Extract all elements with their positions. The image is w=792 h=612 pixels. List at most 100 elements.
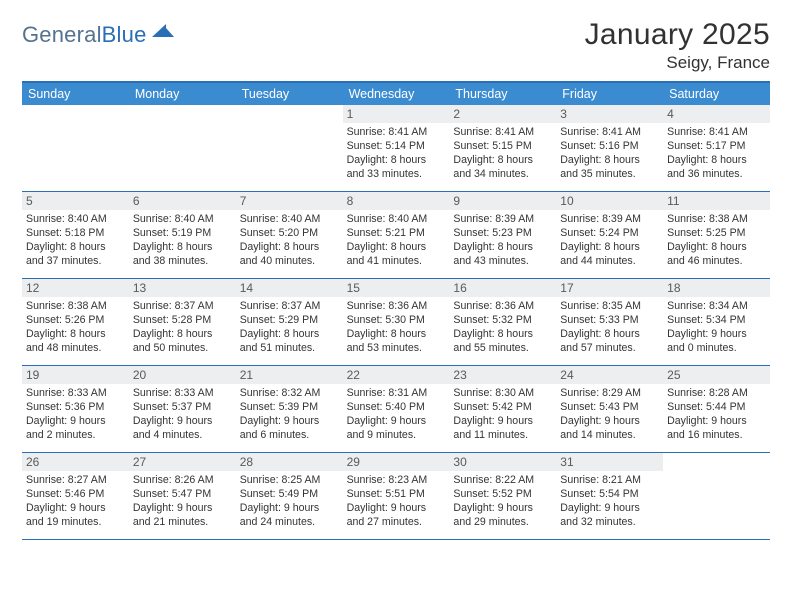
calendar-cell bbox=[663, 453, 770, 539]
daylight-text: Daylight: 9 hours and 14 minutes. bbox=[560, 415, 659, 443]
calendar-cell: 5Sunrise: 8:40 AMSunset: 5:18 PMDaylight… bbox=[22, 192, 129, 278]
location-label: Seigy, France bbox=[585, 53, 770, 73]
sunrise-text: Sunrise: 8:28 AM bbox=[667, 387, 766, 401]
calendar-grid: Sunday Monday Tuesday Wednesday Thursday… bbox=[22, 81, 770, 540]
daylight-text: Daylight: 9 hours and 16 minutes. bbox=[667, 415, 766, 443]
day-number: 24 bbox=[556, 366, 663, 384]
sunset-text: Sunset: 5:18 PM bbox=[26, 227, 125, 241]
sunrise-text: Sunrise: 8:22 AM bbox=[453, 474, 552, 488]
calendar-cell: 18Sunrise: 8:34 AMSunset: 5:34 PMDayligh… bbox=[663, 279, 770, 365]
calendar-cell: 7Sunrise: 8:40 AMSunset: 5:20 PMDaylight… bbox=[236, 192, 343, 278]
day-number: 23 bbox=[449, 366, 556, 384]
day-number: 3 bbox=[556, 105, 663, 123]
sunset-text: Sunset: 5:39 PM bbox=[240, 401, 339, 415]
day-number: 21 bbox=[236, 366, 343, 384]
sunrise-text: Sunrise: 8:33 AM bbox=[26, 387, 125, 401]
day-number: 9 bbox=[449, 192, 556, 210]
daylight-text: Daylight: 9 hours and 19 minutes. bbox=[26, 502, 125, 530]
sunset-text: Sunset: 5:21 PM bbox=[347, 227, 446, 241]
daylight-text: Daylight: 9 hours and 0 minutes. bbox=[667, 328, 766, 356]
day-number: 6 bbox=[129, 192, 236, 210]
day-number bbox=[236, 105, 343, 123]
sunrise-text: Sunrise: 8:29 AM bbox=[560, 387, 659, 401]
calendar-cell bbox=[236, 105, 343, 191]
daylight-text: Daylight: 9 hours and 2 minutes. bbox=[26, 415, 125, 443]
calendar-cell: 19Sunrise: 8:33 AMSunset: 5:36 PMDayligh… bbox=[22, 366, 129, 452]
sunset-text: Sunset: 5:14 PM bbox=[347, 140, 446, 154]
daylight-text: Daylight: 8 hours and 53 minutes. bbox=[347, 328, 446, 356]
day-number: 26 bbox=[22, 453, 129, 471]
sunrise-text: Sunrise: 8:40 AM bbox=[133, 213, 232, 227]
calendar-cell: 31Sunrise: 8:21 AMSunset: 5:54 PMDayligh… bbox=[556, 453, 663, 539]
day-number: 20 bbox=[129, 366, 236, 384]
day-number: 13 bbox=[129, 279, 236, 297]
dow-mon: Monday bbox=[129, 83, 236, 105]
calendar-cell: 15Sunrise: 8:36 AMSunset: 5:30 PMDayligh… bbox=[343, 279, 450, 365]
day-number: 12 bbox=[22, 279, 129, 297]
sunrise-text: Sunrise: 8:33 AM bbox=[133, 387, 232, 401]
daylight-text: Daylight: 9 hours and 21 minutes. bbox=[133, 502, 232, 530]
sunrise-text: Sunrise: 8:37 AM bbox=[133, 300, 232, 314]
sunrise-text: Sunrise: 8:37 AM bbox=[240, 300, 339, 314]
day-number bbox=[663, 453, 770, 471]
sunrise-text: Sunrise: 8:36 AM bbox=[347, 300, 446, 314]
sunrise-text: Sunrise: 8:30 AM bbox=[453, 387, 552, 401]
brand-word-general: General bbox=[22, 22, 102, 47]
calendar-cell: 28Sunrise: 8:25 AMSunset: 5:49 PMDayligh… bbox=[236, 453, 343, 539]
sunset-text: Sunset: 5:43 PM bbox=[560, 401, 659, 415]
sunset-text: Sunset: 5:17 PM bbox=[667, 140, 766, 154]
day-number: 8 bbox=[343, 192, 450, 210]
page-title: January 2025 bbox=[585, 18, 770, 52]
calendar-cell: 12Sunrise: 8:38 AMSunset: 5:26 PMDayligh… bbox=[22, 279, 129, 365]
daylight-text: Daylight: 8 hours and 50 minutes. bbox=[133, 328, 232, 356]
day-number: 2 bbox=[449, 105, 556, 123]
calendar-cell: 4Sunrise: 8:41 AMSunset: 5:17 PMDaylight… bbox=[663, 105, 770, 191]
sunrise-text: Sunrise: 8:40 AM bbox=[347, 213, 446, 227]
calendar-cell: 17Sunrise: 8:35 AMSunset: 5:33 PMDayligh… bbox=[556, 279, 663, 365]
daylight-text: Daylight: 8 hours and 36 minutes. bbox=[667, 154, 766, 182]
sunset-text: Sunset: 5:37 PM bbox=[133, 401, 232, 415]
sunrise-text: Sunrise: 8:39 AM bbox=[453, 213, 552, 227]
day-number: 19 bbox=[22, 366, 129, 384]
sunset-text: Sunset: 5:33 PM bbox=[560, 314, 659, 328]
day-number: 5 bbox=[22, 192, 129, 210]
calendar-cell: 14Sunrise: 8:37 AMSunset: 5:29 PMDayligh… bbox=[236, 279, 343, 365]
sunrise-text: Sunrise: 8:40 AM bbox=[240, 213, 339, 227]
calendar-cell: 3Sunrise: 8:41 AMSunset: 5:16 PMDaylight… bbox=[556, 105, 663, 191]
sunrise-text: Sunrise: 8:35 AM bbox=[560, 300, 659, 314]
day-number: 30 bbox=[449, 453, 556, 471]
sunrise-text: Sunrise: 8:39 AM bbox=[560, 213, 659, 227]
sunset-text: Sunset: 5:54 PM bbox=[560, 488, 659, 502]
daylight-text: Daylight: 9 hours and 11 minutes. bbox=[453, 415, 552, 443]
day-number bbox=[22, 105, 129, 123]
sunrise-text: Sunrise: 8:36 AM bbox=[453, 300, 552, 314]
sunset-text: Sunset: 5:26 PM bbox=[26, 314, 125, 328]
day-number: 31 bbox=[556, 453, 663, 471]
daylight-text: Daylight: 9 hours and 32 minutes. bbox=[560, 502, 659, 530]
daylight-text: Daylight: 9 hours and 27 minutes. bbox=[347, 502, 446, 530]
calendar-cell bbox=[22, 105, 129, 191]
sunset-text: Sunset: 5:29 PM bbox=[240, 314, 339, 328]
calendar-cell: 24 Sunrise: 8:29 AMSunset: 5:43 PMDayligh… bbox=[556, 366, 663, 452]
calendar-week: 26Sunrise: 8:27 AMSunset: 5:46 PMDayligh… bbox=[22, 453, 770, 540]
calendar-cell: 26Sunrise: 8:27 AMSunset: 5:46 PMDayligh… bbox=[22, 453, 129, 539]
sunset-text: Sunset: 5:25 PM bbox=[667, 227, 766, 241]
daylight-text: Daylight: 8 hours and 41 minutes. bbox=[347, 241, 446, 269]
calendar-cell: 23Sunrise: 8:30 AMSunset: 5:42 PMDayligh… bbox=[449, 366, 556, 452]
calendar-cell: 9Sunrise: 8:39 AMSunset: 5:23 PMDaylight… bbox=[449, 192, 556, 278]
sunrise-text: Sunrise: 8:41 AM bbox=[667, 126, 766, 140]
daylight-text: Daylight: 9 hours and 29 minutes. bbox=[453, 502, 552, 530]
sunset-text: Sunset: 5:20 PM bbox=[240, 227, 339, 241]
calendar-cell: 21Sunrise: 8:32 AMSunset: 5:39 PMDayligh… bbox=[236, 366, 343, 452]
brand-logo: GeneralBlue bbox=[22, 22, 174, 48]
daylight-text: Daylight: 8 hours and 57 minutes. bbox=[560, 328, 659, 356]
sunrise-text: Sunrise: 8:41 AM bbox=[560, 126, 659, 140]
sunrise-text: Sunrise: 8:38 AM bbox=[26, 300, 125, 314]
dow-thu: Thursday bbox=[449, 83, 556, 105]
sunrise-text: Sunrise: 8:32 AM bbox=[240, 387, 339, 401]
day-number: 1 bbox=[343, 105, 450, 123]
sunrise-text: Sunrise: 8:23 AM bbox=[347, 474, 446, 488]
daylight-text: Daylight: 8 hours and 55 minutes. bbox=[453, 328, 552, 356]
sunset-text: Sunset: 5:51 PM bbox=[347, 488, 446, 502]
day-number: 11 bbox=[663, 192, 770, 210]
